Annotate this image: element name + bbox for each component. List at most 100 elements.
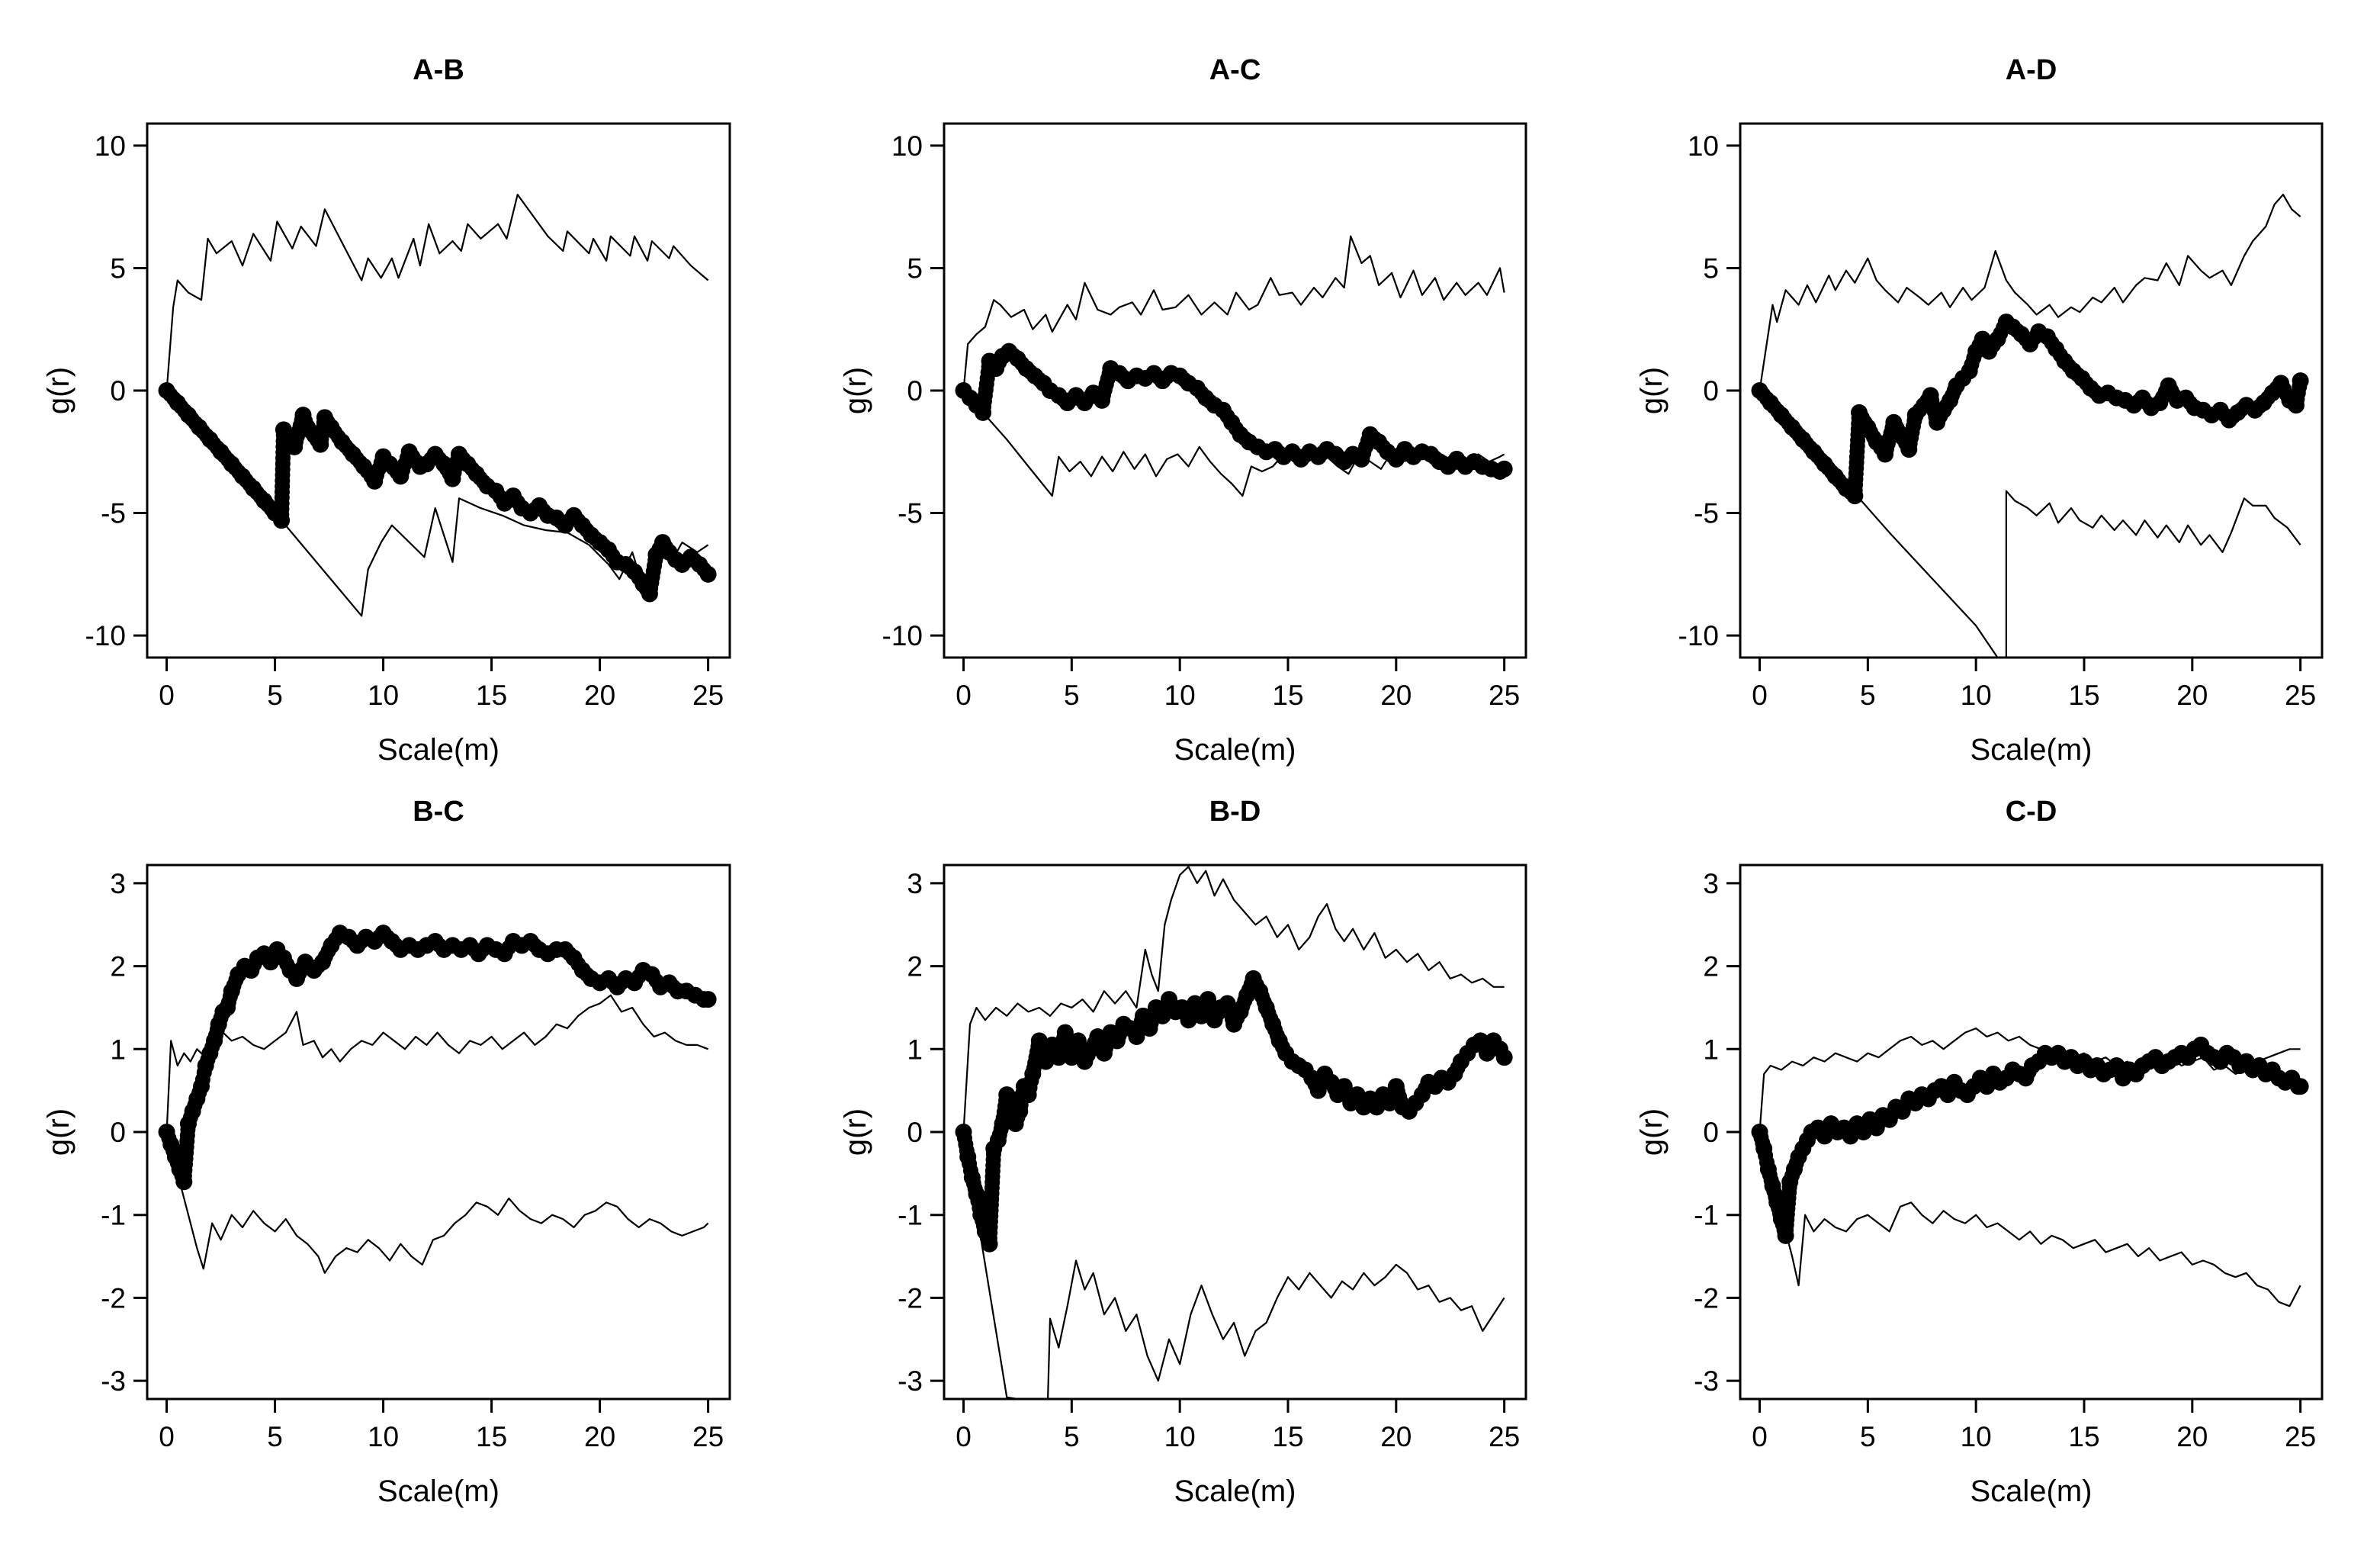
plot-frame bbox=[943, 122, 1527, 659]
y-tick-label: 2 bbox=[1703, 951, 1719, 983]
y-tick-label: -1 bbox=[898, 1200, 923, 1231]
observed-series bbox=[1751, 314, 2309, 505]
lower-envelope-line bbox=[165, 1131, 709, 1274]
x-tick-label: 5 bbox=[267, 680, 283, 711]
y-tick-label: -10 bbox=[1678, 620, 1719, 651]
y-tick-label: -1 bbox=[101, 1200, 126, 1231]
x-tick-label: 15 bbox=[476, 680, 507, 711]
y-tick-label: -2 bbox=[101, 1282, 126, 1314]
x-tick-label: 20 bbox=[1380, 1421, 1412, 1452]
y-tick-label: 2 bbox=[110, 951, 126, 983]
panel-c-d: C-D Scale(m) g(r) 0 5 10 15 20 25 -3 -2 -1 0 1 2 3 bbox=[1635, 796, 2324, 1508]
y-tick-label: -3 bbox=[1694, 1365, 1719, 1397]
lower-envelope-line bbox=[962, 1131, 1505, 1401]
x-tick-label: 15 bbox=[1272, 680, 1303, 711]
observed-series bbox=[158, 925, 717, 1191]
panel-title: A-C bbox=[1209, 54, 1261, 86]
y-tick-label: -5 bbox=[101, 498, 126, 529]
panel-title: A-D bbox=[2006, 54, 2057, 86]
plot-frame bbox=[1739, 122, 2324, 659]
y-tick-label: -5 bbox=[1694, 498, 1719, 529]
y-tick-label: 2 bbox=[907, 951, 923, 983]
x-tick-label: 5 bbox=[1860, 680, 1876, 711]
y-tick-label: 3 bbox=[110, 868, 126, 899]
y-tick-label: 1 bbox=[907, 1034, 923, 1065]
x-tick-label: 10 bbox=[368, 1421, 399, 1452]
y-tick-label: -3 bbox=[101, 1365, 126, 1397]
y-tick-label: -2 bbox=[898, 1282, 923, 1314]
x-axis-label: Scale(m) bbox=[1174, 733, 1296, 767]
y-axis-label: g(r) bbox=[1635, 1108, 1669, 1156]
upper-envelope-line bbox=[165, 194, 709, 391]
lower-envelope-line bbox=[165, 390, 709, 617]
x-axis-label: Scale(m) bbox=[377, 1475, 499, 1508]
y-tick-label: 0 bbox=[907, 375, 923, 407]
x-tick-label: 10 bbox=[368, 680, 399, 711]
x-tick-label: 5 bbox=[1064, 1421, 1080, 1452]
x-tick-label: 25 bbox=[2285, 1421, 2316, 1452]
plot-frame bbox=[943, 864, 1527, 1401]
y-tick-label: 0 bbox=[1703, 1117, 1719, 1148]
x-tick-label: 20 bbox=[2176, 1421, 2208, 1452]
y-tick-label: 10 bbox=[95, 130, 126, 162]
x-tick-label: 5 bbox=[267, 1421, 283, 1452]
x-tick-label: 10 bbox=[1961, 1421, 1992, 1452]
y-tick-label: 5 bbox=[110, 252, 126, 284]
y-tick-label: -2 bbox=[1694, 1282, 1719, 1314]
x-axis-label: Scale(m) bbox=[1174, 1475, 1296, 1508]
x-tick-label: 0 bbox=[956, 680, 972, 711]
observed-point bbox=[1495, 1049, 1513, 1066]
observed-series bbox=[1751, 1036, 2309, 1244]
y-tick-label: 3 bbox=[907, 868, 923, 899]
observed-point bbox=[1495, 460, 1513, 478]
upper-envelope-line bbox=[962, 235, 1505, 391]
panel-title: C-D bbox=[2006, 796, 2057, 828]
y-tick-label: 0 bbox=[907, 1117, 923, 1148]
y-tick-label: 5 bbox=[1703, 252, 1719, 284]
panel-b-d: B-D Scale(m) g(r) 0 5 10 15 20 25 -3 -2 -1 0 1 2 3 bbox=[839, 796, 1527, 1508]
x-axis-label: Scale(m) bbox=[1970, 733, 2092, 767]
y-axis-label: g(r) bbox=[42, 367, 75, 414]
y-tick-label: 0 bbox=[1703, 375, 1719, 407]
lower-envelope-line bbox=[1759, 1131, 2301, 1307]
observed-series bbox=[955, 343, 1513, 480]
upper-envelope-line bbox=[962, 866, 1505, 1133]
panel-a-c: A-C Scale(m) g(r) 0 5 10 15 20 25 -10 -5 0 5 10 bbox=[839, 54, 1527, 767]
x-tick-label: 25 bbox=[692, 1421, 724, 1452]
x-tick-label: 0 bbox=[956, 1421, 972, 1452]
x-tick-label: 15 bbox=[1272, 1421, 1303, 1452]
y-axis-label: g(r) bbox=[839, 367, 872, 414]
y-tick-label: -5 bbox=[898, 498, 923, 529]
x-tick-label: 15 bbox=[476, 1421, 507, 1452]
x-tick-label: 15 bbox=[2068, 680, 2099, 711]
x-tick-label: 0 bbox=[1752, 680, 1768, 711]
x-tick-label: 5 bbox=[1064, 680, 1080, 711]
upper-envelope-line bbox=[165, 994, 708, 1133]
panel-a-b: A-B Scale(m) g(r) 0 5 10 15 20 25 -10 -5 0 5 10 bbox=[42, 54, 731, 767]
y-axis-label: g(r) bbox=[42, 1108, 75, 1156]
y-tick-label: 10 bbox=[1688, 130, 1719, 162]
observed-point bbox=[699, 991, 717, 1008]
x-tick-label: 10 bbox=[1164, 680, 1196, 711]
y-tick-label: 1 bbox=[1703, 1034, 1719, 1065]
observed-series bbox=[158, 382, 717, 603]
observed-point bbox=[2292, 372, 2309, 390]
x-tick-label: 25 bbox=[2285, 680, 2316, 711]
y-tick-label: 1 bbox=[110, 1034, 126, 1065]
panel-title: B-D bbox=[1209, 796, 1261, 828]
x-tick-label: 15 bbox=[2068, 1421, 2099, 1452]
x-tick-label: 0 bbox=[159, 1421, 175, 1452]
panel-title: B-C bbox=[413, 796, 464, 828]
x-tick-label: 10 bbox=[1961, 680, 1992, 711]
x-tick-label: 0 bbox=[159, 680, 175, 711]
y-tick-label: -10 bbox=[882, 620, 923, 651]
x-tick-label: 25 bbox=[1489, 680, 1520, 711]
observed-point bbox=[2292, 1078, 2309, 1095]
y-axis-label: g(r) bbox=[1635, 367, 1669, 414]
y-tick-label: -1 bbox=[1694, 1200, 1719, 1231]
y-tick-label: 0 bbox=[110, 1117, 126, 1148]
x-tick-label: 5 bbox=[1860, 1421, 1876, 1452]
x-axis-label: Scale(m) bbox=[377, 733, 499, 767]
y-tick-label: 0 bbox=[110, 375, 126, 407]
